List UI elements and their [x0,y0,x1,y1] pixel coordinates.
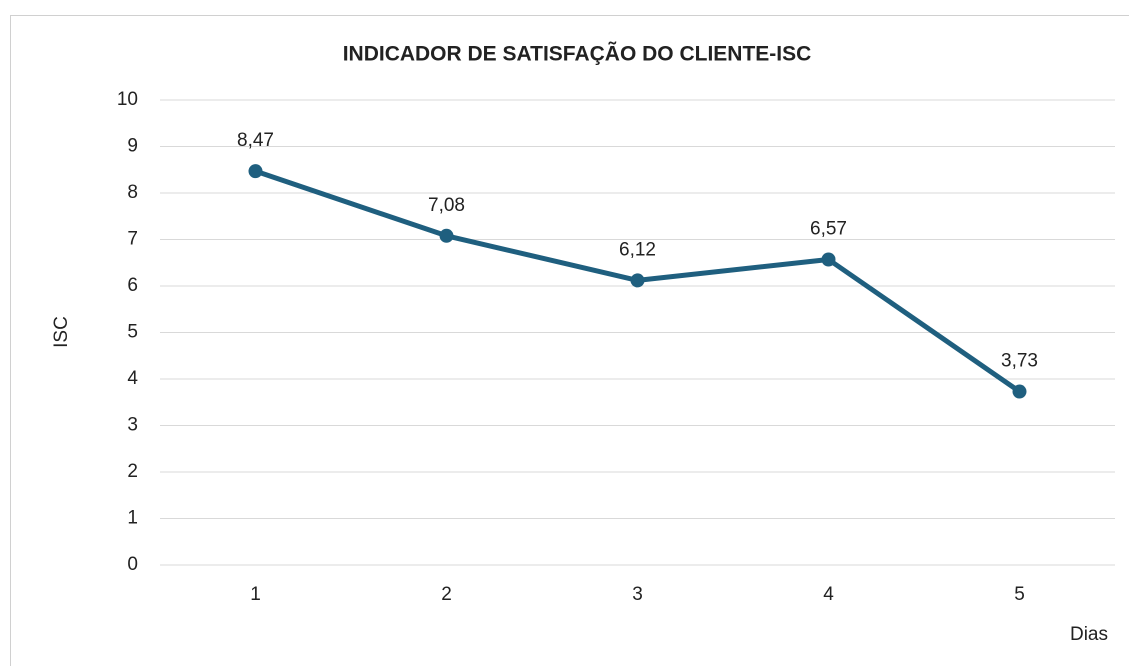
data-point [440,229,454,243]
x-tick-label: 2 [441,584,452,605]
y-tick-label: 6 [127,275,138,296]
y-tick-label: 7 [127,229,138,250]
y-tick-label: 0 [127,554,138,575]
data-label: 6,12 [619,239,656,260]
data-label: 6,57 [810,219,847,240]
data-point [631,273,645,287]
y-tick-label: 8 [127,182,138,203]
x-tick-label: 5 [1014,584,1025,605]
data-point [822,252,836,266]
x-axis-label: Dias [1070,624,1108,645]
x-tick-label: 4 [823,584,834,605]
y-tick-label: 3 [127,415,138,436]
y-tick-label: 1 [127,508,138,529]
data-point [249,164,263,178]
data-point [1013,385,1027,399]
y-tick-label: 5 [127,322,138,343]
data-label: 8,47 [237,130,274,151]
data-label: 7,08 [428,195,465,216]
y-tick-label: 4 [127,368,138,389]
x-tick-label: 1 [250,584,261,605]
data-label: 3,73 [1001,351,1038,372]
chart-title: INDICADOR DE SATISFAÇÃO DO CLIENTE-ISC [343,43,812,66]
y-tick-label: 2 [127,461,138,482]
chart-border [11,16,1129,667]
y-tick-label: 9 [127,136,138,157]
y-axis-label: ISC [51,316,72,348]
y-tick-label: 10 [117,89,138,110]
x-tick-label: 3 [632,584,643,605]
